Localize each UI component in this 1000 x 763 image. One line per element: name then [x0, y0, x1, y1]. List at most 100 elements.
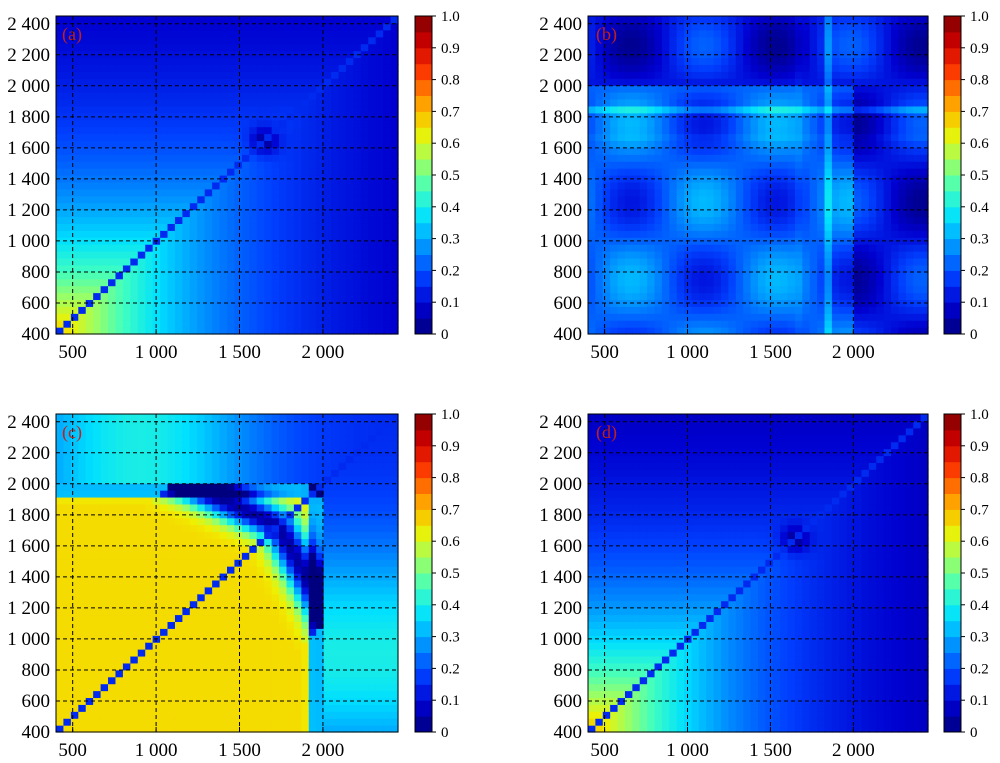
heatmap-cell — [639, 271, 648, 280]
heatmap-cell — [588, 306, 596, 314]
heatmap-cell — [256, 64, 265, 72]
heatmap-cell — [669, 71, 678, 79]
heatmap-cell — [293, 64, 302, 72]
heatmap-cell — [189, 147, 198, 155]
heatmap-cell — [868, 119, 877, 128]
heatmap-cell — [137, 414, 146, 422]
heatmap-cell — [588, 64, 596, 72]
heatmap-cell — [698, 188, 707, 197]
heatmap-cell — [70, 188, 79, 197]
heatmap-cell — [323, 313, 332, 321]
heatmap-cell — [661, 16, 670, 24]
heatmap-cell — [684, 119, 693, 128]
heatmap-cell — [160, 98, 169, 107]
heatmap-cell — [108, 29, 117, 38]
heatmap-cell — [706, 257, 715, 266]
heatmap-cell — [345, 237, 354, 245]
heatmap-cell — [735, 105, 744, 114]
heatmap-cell — [802, 16, 811, 24]
heatmap-cell — [632, 78, 641, 86]
heatmap-cell — [787, 257, 796, 266]
heatmap-cell — [70, 414, 79, 422]
heatmap-cell — [100, 327, 109, 335]
heatmap-cell — [115, 614, 124, 622]
heatmap-cell — [390, 188, 399, 197]
heatmap-cell — [145, 655, 154, 664]
heatmap-cell — [331, 264, 340, 273]
heatmap-cell — [368, 230, 377, 238]
heatmap-cell — [204, 161, 213, 169]
heatmap-cell — [854, 181, 863, 190]
heatmap-cell — [632, 147, 641, 155]
heatmap-cell — [100, 64, 109, 72]
heatmap-cell — [145, 552, 154, 560]
heatmap-cell — [787, 22, 796, 31]
heatmap-cell — [772, 327, 781, 335]
heatmap-cell — [691, 154, 700, 162]
heatmap-cell — [794, 16, 803, 24]
heatmap-cell — [809, 251, 818, 259]
heatmap-cell — [772, 126, 781, 135]
heatmap-cell — [654, 223, 663, 231]
heatmap-cell — [721, 271, 730, 280]
heatmap-cell — [293, 181, 302, 190]
heatmap-cell — [624, 168, 633, 176]
heatmap-cell — [765, 78, 774, 86]
heatmap-cell — [189, 202, 198, 211]
heatmap-cell — [691, 98, 700, 107]
heatmap-cell — [368, 154, 377, 162]
heatmap-cell — [160, 292, 169, 301]
heatmap-cell — [145, 271, 154, 280]
heatmap-cell — [293, 29, 302, 38]
heatmap-cell — [331, 64, 340, 72]
heatmap-cell — [661, 126, 670, 135]
heatmap-cell — [588, 140, 596, 148]
heatmap-cell — [122, 271, 131, 280]
heatmap-cell — [824, 209, 833, 218]
heatmap-cell — [824, 285, 833, 294]
heatmap-cell — [56, 676, 65, 685]
heatmap-cell — [93, 434, 102, 443]
heatmap-cell — [661, 147, 670, 155]
heatmap-cell — [256, 22, 265, 31]
heatmap-cell — [647, 202, 656, 211]
heatmap-cell — [160, 278, 169, 287]
heatmap-cell — [802, 327, 811, 335]
heatmap-cell — [160, 313, 169, 321]
heatmap-cell — [145, 420, 154, 429]
heatmap-cell — [735, 188, 744, 197]
colorbar-tick-label: 0.1 — [441, 295, 460, 311]
heatmap-cell — [204, 105, 213, 114]
heatmap-cell — [301, 257, 310, 266]
heatmap-cell — [56, 175, 65, 183]
heatmap-cell — [610, 126, 619, 135]
heatmap-cell — [676, 230, 685, 238]
heatmap-cell — [234, 285, 243, 294]
heatmap-cell — [264, 43, 273, 52]
heatmap-cell — [167, 85, 176, 93]
heatmap-cell — [338, 98, 347, 107]
heatmap-cell — [617, 126, 626, 135]
heatmap-cell — [108, 320, 117, 328]
heatmap-cell — [93, 78, 102, 86]
heatmap-cell — [898, 175, 907, 183]
heatmap-cell — [647, 320, 656, 328]
heatmap-cell — [264, 119, 273, 128]
heatmap-cell — [891, 71, 900, 79]
heatmap-cell — [256, 16, 265, 24]
heatmap-cell — [108, 271, 117, 280]
heatmap-cell — [145, 490, 154, 498]
heatmap-cell — [316, 16, 325, 24]
heatmap-cell — [130, 469, 139, 477]
heatmap-cell — [920, 78, 929, 86]
heatmap-cell — [772, 175, 781, 183]
heatmap-cell — [861, 257, 870, 266]
heatmap-cell — [70, 168, 79, 176]
heatmap-cell — [787, 133, 796, 142]
heatmap-cell — [353, 85, 362, 93]
heatmap-cell — [145, 29, 154, 38]
heatmap-cell — [595, 327, 604, 335]
heatmap-cell — [234, 181, 243, 190]
heatmap-cell — [920, 57, 929, 65]
heatmap-cell — [824, 36, 833, 45]
